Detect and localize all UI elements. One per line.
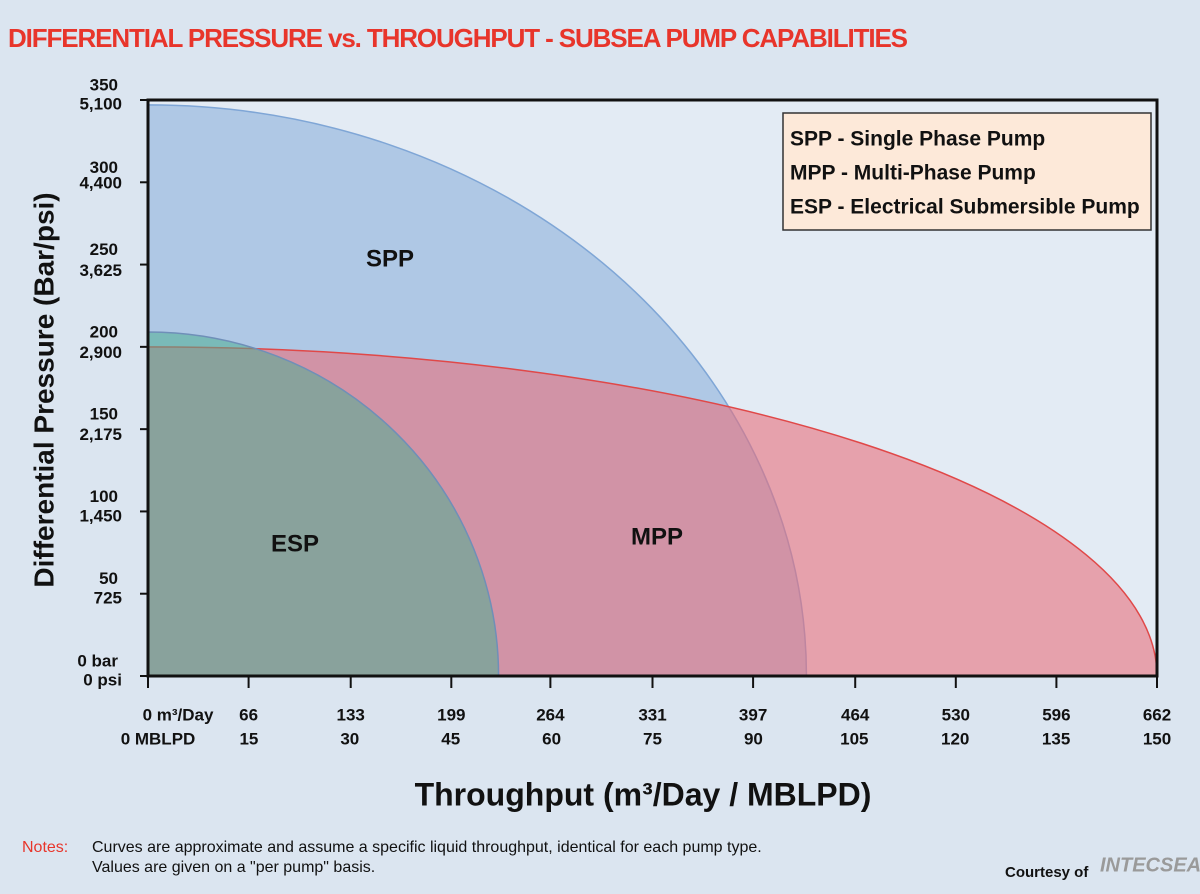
y-tick-label: 350	[90, 75, 118, 94]
courtesy: Courtesy of	[1005, 864, 1089, 881]
legend-entry: ESP - Electrical Submersible Pump	[790, 196, 1140, 219]
y-tick-label: 300	[90, 158, 118, 177]
x2-tick-label: 30	[340, 729, 359, 748]
y2-tick-label: 2,900	[79, 343, 122, 362]
y-tick-label: 200	[90, 322, 118, 341]
x-tick-label: 530	[942, 705, 970, 724]
y2-tick-label: 2,175	[79, 425, 122, 444]
legend-entry: SPP - Single Phase Pump	[790, 128, 1045, 151]
x2-tick-label: 105	[840, 729, 868, 748]
y-tick-label: 50	[99, 569, 118, 588]
y2-tick-label: 5,100	[79, 94, 122, 113]
note: Values are given on a "per pump" basis.	[92, 859, 375, 876]
y2-tick-label: 1,450	[79, 507, 122, 526]
x-tick-label: 464	[841, 705, 870, 724]
y2-tick-label: 4,400	[79, 174, 122, 193]
chart-title: DIFFERENTIAL PRESSURE vs. THROUGHPUT - S…	[8, 23, 908, 53]
pump-envelope	[147, 331, 500, 677]
x-tick-label: 264	[536, 705, 565, 724]
x2-tick-label: 75	[643, 729, 662, 748]
y2-tick-label: 3,625	[79, 261, 122, 280]
x2-tick-label: 120	[941, 729, 969, 748]
y-tick-label: 100	[90, 487, 118, 506]
x-axis-label: Throughput (m³/Day / MBLPD)	[415, 776, 872, 812]
y-tick-label: 250	[90, 240, 118, 259]
x2-tick-label: 45	[441, 729, 460, 748]
x-tick-label: 66	[239, 705, 258, 724]
region-label: ESP	[271, 530, 319, 557]
x-tick-label: 397	[739, 705, 767, 724]
x-tick-label: 199	[437, 705, 465, 724]
region-label: SPP	[366, 245, 414, 272]
y2-tick-label: 725	[94, 589, 122, 608]
legend-box	[782, 112, 1152, 231]
x-tick-label: 596	[1042, 705, 1070, 724]
x-tick-label: 133	[337, 705, 365, 724]
region-label: MPP	[631, 523, 683, 550]
y-tick-label: 0 bar	[77, 651, 118, 670]
x2-tick-label: 90	[744, 729, 763, 748]
legend-entry: MPP - Multi-Phase Pump	[790, 162, 1036, 185]
y-tick-label: 150	[90, 405, 118, 424]
note: Curves are approximate and assume a spec…	[92, 839, 762, 856]
x-tick-label: 662	[1143, 705, 1171, 724]
y-axis-label: Differential Pressure (Bar/psi)	[28, 192, 59, 587]
x2-tick-label: 135	[1042, 729, 1070, 748]
x-tick-label: 331	[638, 705, 666, 724]
x2-tick-label: 15	[239, 729, 258, 748]
x2-tick-label: 0 MBLPD	[121, 729, 196, 748]
x2-tick-label: 150	[1143, 729, 1171, 748]
y2-tick-label: 0 psi	[83, 670, 122, 689]
x-tick-label: 0 m³/Day	[143, 705, 214, 724]
notes-label: Notes:	[22, 839, 68, 856]
x2-tick-label: 60	[542, 729, 561, 748]
logo: INTECSEA	[1100, 854, 1200, 876]
